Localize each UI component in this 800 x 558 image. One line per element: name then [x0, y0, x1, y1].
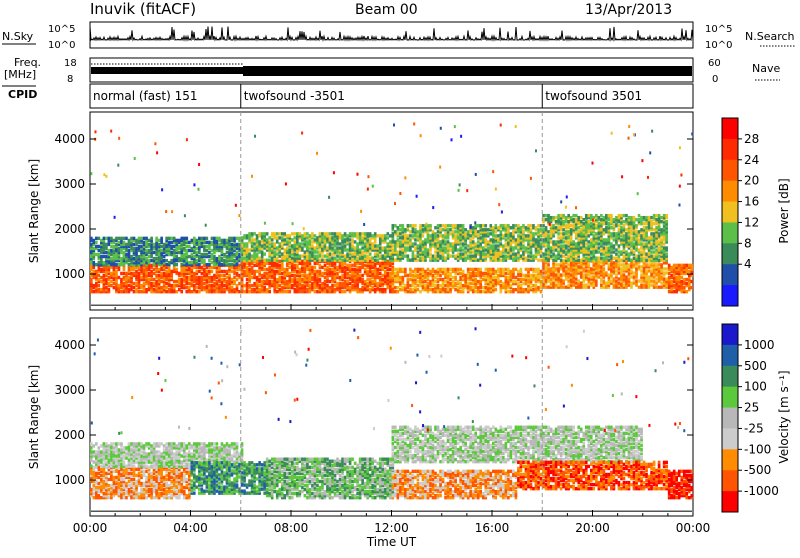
nsearch-tick-low: 10^0 — [705, 40, 732, 51]
y-axis-label: Slant Range [km] — [27, 159, 41, 263]
cpid-segment-label: twofsound -3501 — [244, 89, 345, 103]
colorbar-tick-label: 500 — [744, 359, 767, 373]
x-tick-label: 04:00 — [173, 521, 208, 535]
colorbar-label: Power [dB] — [777, 178, 791, 243]
beam-title: Beam 00 — [355, 2, 418, 18]
y-tick-label: 1000 — [54, 473, 85, 487]
power-panel: 1000 2000 3000 4000 Slant Range [km] 28 24 20 16… — [27, 112, 791, 310]
cpid-segments: normal (fast) 151 twofsound -3501 twofsoun… — [90, 84, 693, 108]
x-tick-label: 16:00 — [475, 521, 510, 535]
colorbar-tick-label: 100 — [744, 380, 767, 394]
x-tick-label: 12:00 — [374, 521, 409, 535]
colorbar-tick-label: 8 — [744, 236, 752, 250]
colorbar-tick-label: 25 — [744, 401, 759, 415]
colorbar-tick-label: 28 — [744, 132, 759, 146]
nsky-panel — [90, 22, 693, 48]
x-tick-label: 00:00 — [676, 521, 711, 535]
velocity-panel: 1000 2000 3000 4000 00:00 04:00 08:00 12:00 16:0… — [27, 318, 791, 549]
colorbar-tick-label: -500 — [744, 463, 771, 477]
y-tick-label: 2000 — [54, 428, 85, 442]
x-tick-label: 00:00 — [73, 521, 108, 535]
cpid-label: CPID — [8, 88, 37, 101]
nave-label: Nave — [752, 62, 780, 75]
colorbar-tick-label: -25 — [744, 421, 764, 435]
colorbar-tick-label: 4 — [744, 257, 752, 271]
y-tick-label: 4000 — [54, 338, 85, 352]
date-title: 13/Apr/2013 — [585, 2, 672, 18]
x-axis-label: Time UT — [366, 535, 417, 549]
colorbar-tick-label: 16 — [744, 195, 759, 209]
nsky-label: N.Sky — [2, 30, 34, 43]
y-tick-label: 3000 — [54, 383, 85, 397]
cpid-segment-label: twofsound 3501 — [545, 89, 642, 103]
freq-unit: [MHz] — [4, 68, 36, 81]
nsky-tick-high: 10^5 — [48, 24, 75, 35]
station-title: Inuvik (fitACF) — [90, 0, 196, 18]
nsearch-label: N.Search — [745, 30, 795, 43]
colorbar-tick-label: 20 — [744, 174, 759, 188]
y-tick-label: 3000 — [54, 177, 85, 191]
colorbar-tick-label: 1000 — [744, 338, 775, 352]
y-tick-label: 2000 — [54, 222, 85, 236]
nave-tick-high: 60 — [708, 58, 721, 69]
colorbar-tick-label: -1000 — [744, 484, 779, 498]
nave-tick-low: 0 — [712, 74, 718, 85]
colorbar-label: Velocity [m s⁻¹] — [777, 370, 791, 463]
colorbar-tick-label: 12 — [744, 215, 759, 229]
colorbar-tick-label: 24 — [744, 153, 759, 167]
y-tick-label: 1000 — [54, 267, 85, 281]
freq-tick-low: 8 — [67, 74, 73, 85]
x-tick-label: 20:00 — [575, 521, 610, 535]
y-axis-label: Slant Range [km] — [27, 365, 41, 469]
nsearch-tick-high: 10^5 — [705, 24, 732, 35]
y-tick-label: 4000 — [54, 132, 85, 146]
freq-tick-high: 18 — [64, 58, 77, 69]
nsky-tick-low: 10^0 — [48, 40, 75, 51]
colorbar-tick-label: -100 — [744, 442, 771, 456]
x-tick-label: 08:00 — [274, 521, 309, 535]
cpid-segment-label: normal (fast) 151 — [93, 89, 197, 103]
nsky-trace — [90, 26, 693, 40]
